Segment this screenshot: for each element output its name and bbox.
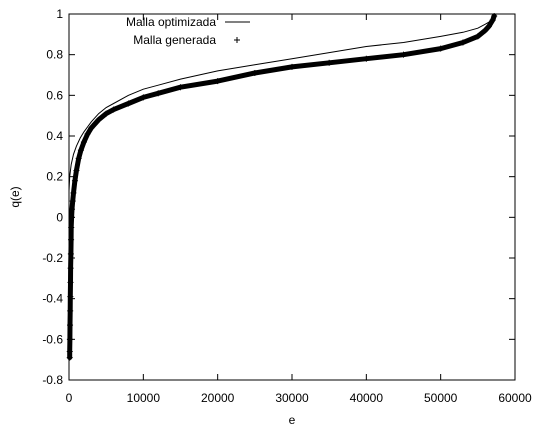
data-point-malla-generada: [68, 236, 75, 243]
data-point-malla-generada: [92, 120, 99, 127]
series-layer: [66, 13, 498, 361]
data-point-malla-generada: [437, 45, 444, 52]
data-point-malla-generada: [474, 33, 481, 40]
legend-label-malla-optimizada: Malla optimizada: [126, 15, 216, 29]
y-tick-label: -0.2: [42, 251, 63, 265]
data-point-malla-generada: [88, 124, 95, 131]
data-point-malla-generada: [68, 224, 75, 231]
data-point-malla-generada: [75, 155, 82, 162]
data-point-malla-generada: [485, 23, 492, 30]
legend-label-malla-generada: Malla generada: [133, 33, 216, 47]
data-point-malla-generada: [177, 84, 184, 91]
y-tick-label: 1: [56, 7, 63, 21]
y-tick-label: 0.8: [46, 48, 63, 62]
series-line-malla-optimizada: [68, 13, 495, 191]
x-tick-label: 40000: [350, 391, 384, 405]
y-tick-label: -0.8: [42, 373, 63, 387]
y-tick-label: 0: [56, 210, 63, 224]
data-point-malla-generada: [67, 307, 74, 314]
y-tick-label: 0.4: [46, 129, 63, 143]
series-trace-malla-generada: [67, 13, 497, 361]
data-point-malla-generada: [80, 139, 87, 146]
data-point-malla-generada: [68, 214, 75, 221]
y-axis-label: q(e): [8, 186, 22, 207]
x-tick-label: 20000: [201, 391, 235, 405]
data-point-malla-generada: [326, 59, 333, 66]
data-point-malla-generada: [66, 348, 73, 355]
data-point-malla-generada: [363, 55, 370, 62]
data-point-malla-generada: [251, 69, 258, 76]
data-point-malla-generada: [155, 90, 162, 97]
data-point-malla-generada: [491, 13, 498, 20]
data-point-malla-generada: [69, 198, 76, 205]
data-point-malla-generada: [459, 39, 466, 46]
y-tick-label: 0.6: [46, 88, 63, 102]
data-point-malla-generada: [66, 354, 73, 361]
data-point-malla-generada: [125, 100, 132, 107]
x-tick-label: 60000: [498, 391, 532, 405]
data-point-malla-generada: [67, 279, 74, 286]
ticks-layer: 0 10000 20000 30000 40000 50000 60000 -0.8 -0.6 -…: [42, 7, 532, 405]
legend: Malla optimizada Malla generada: [126, 15, 250, 47]
data-point-malla-generada: [77, 147, 84, 154]
data-point-malla-generada: [67, 265, 74, 272]
legend-marker-malla-generada: [234, 37, 240, 43]
x-tick-label: 0: [66, 391, 73, 405]
y-tick-label: 0.2: [46, 170, 63, 184]
x-tick-label: 50000: [424, 391, 458, 405]
data-point-malla-generada: [70, 189, 77, 196]
data-point-malla-generada: [67, 293, 74, 300]
x-tick-label: 10000: [127, 391, 161, 405]
data-point-malla-generada: [73, 167, 80, 174]
data-point-malla-generada: [103, 110, 110, 117]
data-point-malla-generada: [71, 177, 78, 184]
data-point-malla-generada: [66, 336, 73, 343]
data-point-malla-generada: [489, 17, 496, 24]
data-point-malla-generada: [110, 106, 117, 113]
data-point-malla-generada: [214, 78, 221, 85]
data-point-malla-generada: [289, 63, 295, 70]
data-point-malla-generada: [95, 116, 102, 123]
x-tick-label: 30000: [275, 391, 309, 405]
y-tick-label: -0.4: [42, 292, 63, 306]
x-axis-label: e: [289, 413, 296, 427]
data-point-malla-generada: [84, 130, 91, 137]
data-point-malla-generada: [67, 250, 74, 257]
data-point-malla-generada: [400, 51, 407, 58]
data-point-malla-generada: [68, 206, 75, 213]
data-point-malla-generada: [67, 322, 74, 329]
data-point-malla-generada: [482, 27, 489, 34]
y-tick-label: -0.6: [42, 332, 63, 346]
data-point-malla-generada: [140, 94, 147, 101]
